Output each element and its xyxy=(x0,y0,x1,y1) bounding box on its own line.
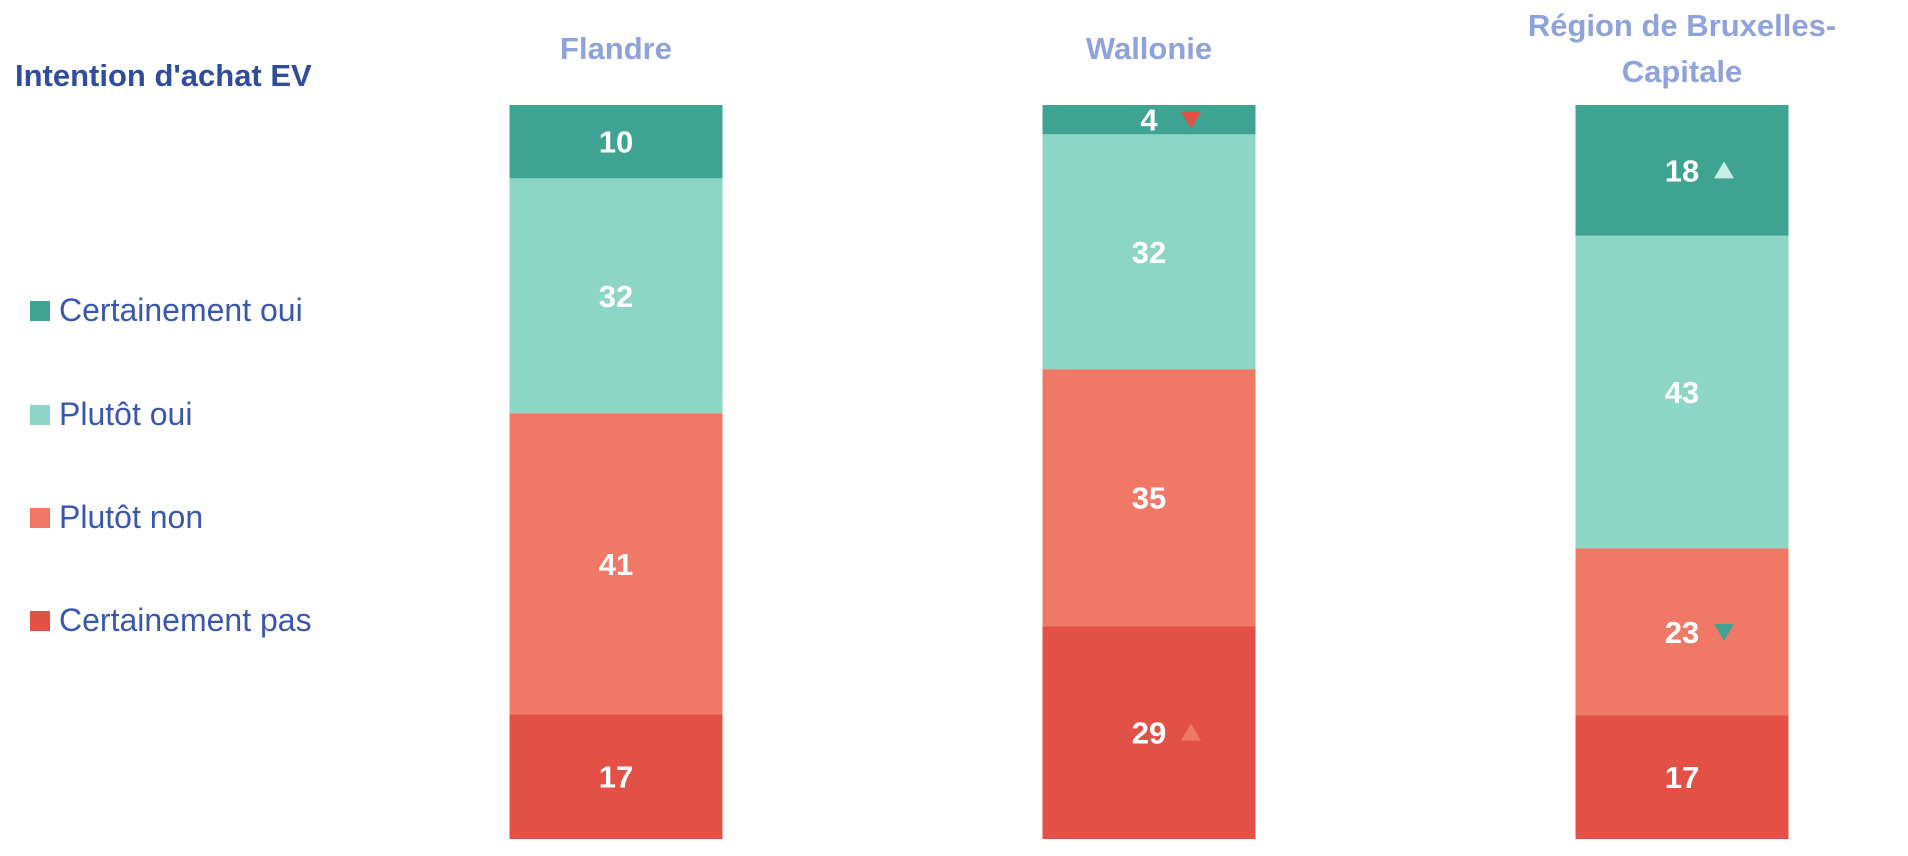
data-label: 17 xyxy=(1665,760,1699,795)
bar-segment xyxy=(1042,369,1256,627)
bar-segment xyxy=(509,105,723,179)
bar-segment xyxy=(509,714,723,839)
bar-segment xyxy=(1042,105,1256,135)
data-label: 18 xyxy=(1665,153,1699,188)
category-label: Flandre xyxy=(560,31,672,66)
legend-label: Certainement pas xyxy=(59,602,312,638)
category-label: Région de Bruxelles-Capitale xyxy=(1527,8,1837,89)
legend-swatch xyxy=(30,404,50,425)
data-label: 29 xyxy=(1132,716,1166,751)
legend-item: Plutôt non xyxy=(30,499,203,536)
significance-arrow xyxy=(1714,623,1734,641)
legend-label: Certainement oui xyxy=(59,292,303,328)
significance-arrow xyxy=(1181,111,1201,129)
data-label: 4 xyxy=(1140,103,1158,138)
legend-swatch xyxy=(30,610,50,631)
data-label: 32 xyxy=(1132,235,1166,270)
data-label: 41 xyxy=(599,547,633,582)
bar-segment xyxy=(1042,134,1256,370)
bar-segment xyxy=(1575,235,1789,549)
legend-swatch xyxy=(30,300,50,321)
legend-item: Plutôt oui xyxy=(30,396,192,433)
bar-segment xyxy=(509,413,723,715)
data-label: 32 xyxy=(599,279,633,314)
significance-arrow xyxy=(1714,161,1734,179)
legend-item: Certainement oui xyxy=(30,292,303,329)
bar-segment xyxy=(1575,548,1789,716)
legend-swatch xyxy=(30,507,50,528)
legend-label: Plutôt oui xyxy=(59,396,193,432)
data-label: 43 xyxy=(1665,375,1699,410)
legend-label: Plutôt non xyxy=(59,499,204,535)
data-label: 17 xyxy=(599,760,633,795)
significance-arrow xyxy=(1181,723,1201,741)
data-label: 35 xyxy=(1132,481,1166,516)
bar-segment xyxy=(1042,626,1256,839)
category-label: Wallonie xyxy=(1085,31,1213,66)
data-label: 10 xyxy=(599,125,633,160)
bar-segment xyxy=(1575,105,1789,236)
legend-item: Certainement pas xyxy=(30,602,312,639)
chart-title: Intention d'achat EV xyxy=(15,58,312,93)
bar-segment xyxy=(1575,715,1789,839)
data-label: 23 xyxy=(1665,615,1699,650)
bar-segment xyxy=(509,178,723,414)
